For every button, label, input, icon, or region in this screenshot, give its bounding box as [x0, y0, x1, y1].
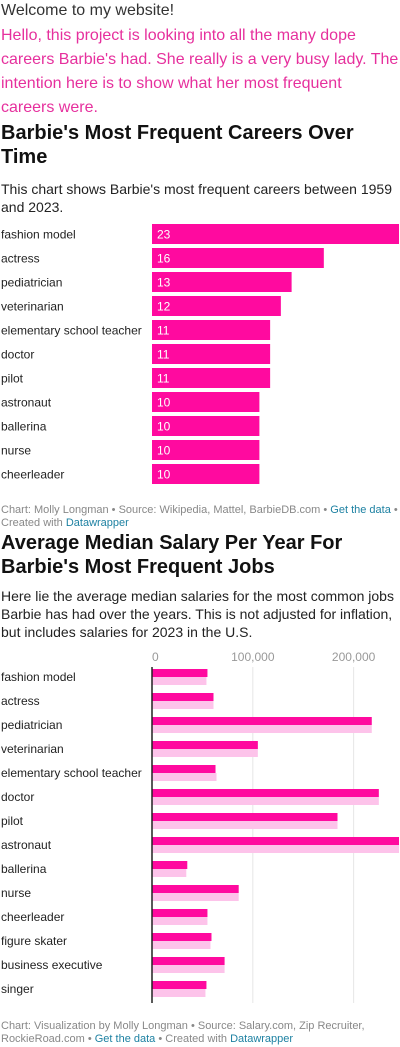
bar-astronaut — [152, 392, 260, 412]
bar-pilot-series-2 — [152, 821, 338, 829]
x-tick-label-1: 100,000 — [231, 650, 275, 664]
bar-pediatrician-series-2 — [152, 725, 372, 733]
bar-pediatrician-series-1 — [152, 717, 372, 725]
bar-veterinarian-series-1 — [152, 741, 258, 749]
bar-ballerina-series-2 — [152, 869, 187, 877]
bar-nurse — [152, 440, 260, 460]
category-label-business-executive: business executive — [1, 958, 103, 972]
category-label-pilot: pilot — [1, 814, 24, 828]
chart1-description: This chart shows Barbie's most frequent … — [1, 181, 392, 215]
chart2-get-data-link[interactable]: Get the data — [94, 1033, 156, 1045]
bar-elementary-school-teacher-series-2 — [152, 773, 217, 781]
category-label-fashion-model: fashion model — [1, 228, 76, 242]
category-label-pediatrician: pediatrician — [1, 718, 62, 732]
bar-pilot-series-1 — [152, 813, 338, 821]
bar-ballerina — [152, 416, 260, 436]
category-label-actress: actress — [1, 694, 40, 708]
bar-actress-series-1 — [152, 693, 214, 701]
bar-cheerleader-series-1 — [152, 909, 208, 917]
welcome-text: Welcome to my website! — [1, 2, 175, 19]
bar-singer-series-1 — [152, 981, 207, 989]
value-label-actress: 16 — [157, 252, 171, 266]
value-label-pilot: 11 — [157, 372, 170, 386]
value-label-fashion-model: 23 — [157, 228, 171, 242]
category-label-cheerleader: cheerleader — [1, 468, 64, 482]
bar-fashion-model — [152, 224, 399, 244]
bar-doctor — [152, 344, 271, 364]
bar-doctor-series-2 — [152, 797, 379, 805]
bar-ballerina-series-1 — [152, 861, 188, 869]
category-label-pilot: pilot — [1, 372, 24, 386]
bar-astronaut-series-2 — [152, 845, 399, 853]
salary-bar-chart: 0 100,000 200,000 fashion model actress pedia… — [1, 650, 399, 1003]
category-label-actress: actress — [1, 252, 40, 266]
category-label-cheerleader: cheerleader — [1, 910, 64, 924]
chart2-description: Here lie the average median salaries for… — [1, 588, 394, 640]
bar-elementary-school-teacher-series-1 — [152, 765, 216, 773]
category-label-astronaut: astronaut — [1, 838, 52, 852]
bar-business-executive-series-1 — [152, 957, 225, 965]
bar-cheerleader-series-2 — [152, 917, 208, 925]
chart1-datawrapper-link[interactable]: Datawrapper — [65, 517, 129, 529]
category-label-doctor: doctor — [1, 790, 34, 804]
bar-elementary-school-teacher — [152, 320, 271, 340]
value-label-pediatrician: 13 — [157, 276, 171, 290]
chart1-footer: Chart: Molly Longman • Source: Wikipedia… — [1, 504, 399, 530]
value-label-cheerleader: 10 — [157, 468, 171, 482]
category-label-elementary-school-teacher: elementary school teacher — [1, 766, 142, 780]
bar-nurse-series-2 — [152, 893, 239, 901]
chart1-footer-created: • Created with — [1, 504, 398, 529]
category-label-veterinarian: veterinarian — [1, 300, 64, 314]
chart2-footer-created: • Created with — [158, 1033, 228, 1045]
intro-paragraph: Hello, this project is looking into all … — [1, 27, 399, 116]
bar-cheerleader — [152, 464, 260, 484]
category-label-ballerina: ballerina — [1, 862, 47, 876]
chart2-title: Average Median Salary Per Year For Barbi… — [1, 532, 343, 578]
value-label-veterinarian: 12 — [157, 300, 171, 314]
category-label-elementary-school-teacher: elementary school teacher — [1, 324, 142, 338]
bar-veterinarian — [152, 296, 281, 316]
bar-doctor-series-1 — [152, 789, 379, 797]
category-label-astronaut: astronaut — [1, 396, 52, 410]
category-label-veterinarian: veterinarian — [1, 742, 64, 756]
bar-singer-series-2 — [152, 989, 206, 997]
chart2-datawrapper-link[interactable]: Datawrapper — [230, 1033, 294, 1045]
chart1-title: Barbie's Most Frequent Careers Over Time — [1, 122, 354, 168]
bar-nurse-series-1 — [152, 885, 239, 893]
chart1-get-data-link[interactable]: Get the data — [330, 504, 391, 516]
bar-fashion-model-series-1 — [152, 669, 208, 677]
bar-veterinarian-series-2 — [152, 749, 258, 757]
bar-fashion-model-series-2 — [152, 677, 207, 685]
value-label-astronaut: 10 — [157, 396, 171, 410]
x-tick-label-0: 0 — [152, 650, 159, 664]
value-label-doctor: 11 — [157, 348, 170, 362]
category-label-doctor: doctor — [1, 348, 34, 362]
chart1-footer-credit: Chart: Molly Longman • Source: Wikipedia… — [1, 504, 328, 516]
value-label-nurse: 10 — [157, 444, 171, 458]
bar-astronaut-series-1 — [152, 837, 399, 845]
bar-pilot — [152, 368, 271, 388]
bar-business-executive-series-2 — [152, 965, 225, 973]
category-label-nurse: nurse — [1, 444, 31, 458]
careers-bar-chart: fashion model 23 actress 16 pediatrician 13 ve… — [1, 224, 399, 484]
chart2-footer: Chart: Visualization by Molly Longman • … — [1, 1020, 399, 1046]
bar-figure-skater-series-2 — [152, 941, 211, 949]
category-label-figure-skater: figure skater — [1, 934, 67, 948]
x-tick-label-2: 200,000 — [332, 650, 376, 664]
bar-actress-series-2 — [152, 701, 214, 709]
category-label-pediatrician: pediatrician — [1, 276, 62, 290]
category-label-fashion-model: fashion model — [1, 670, 76, 684]
category-label-nurse: nurse — [1, 886, 31, 900]
value-label-elementary-school-teacher: 11 — [157, 324, 170, 338]
bar-actress — [152, 248, 324, 268]
bar-pediatrician — [152, 272, 292, 292]
category-label-singer: singer — [1, 982, 34, 996]
bar-figure-skater-series-1 — [152, 933, 212, 941]
category-label-ballerina: ballerina — [1, 420, 47, 434]
value-label-ballerina: 10 — [157, 420, 171, 434]
chart2-footer-credit: Chart: Visualization by Molly Longman • … — [1, 1020, 365, 1045]
